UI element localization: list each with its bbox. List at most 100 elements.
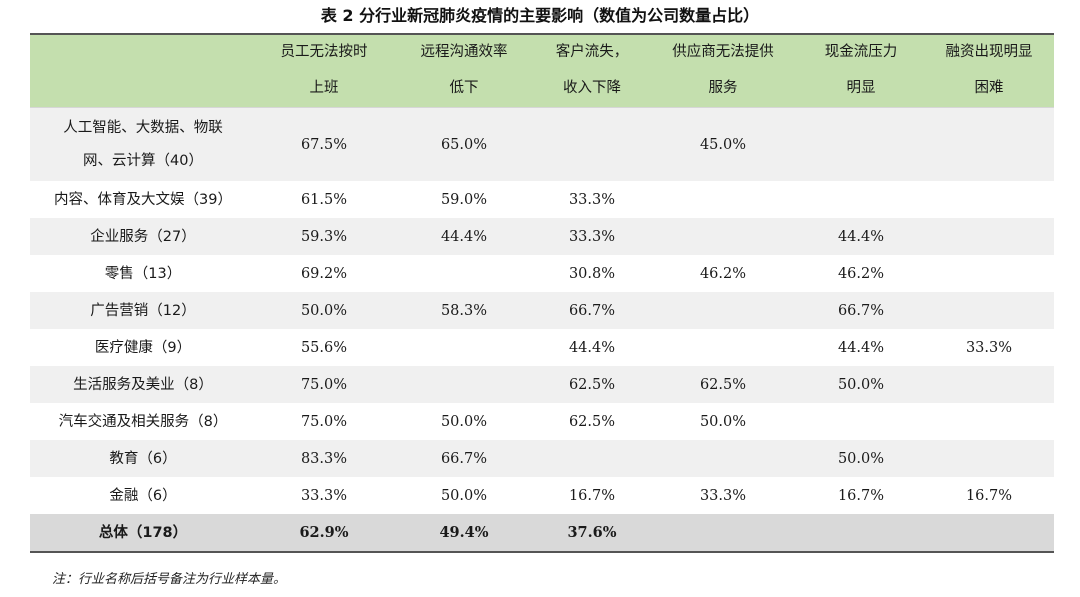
table-cell: 33.3%	[536, 218, 648, 255]
table-cell	[648, 218, 798, 255]
row-label: 教育（6）	[30, 440, 256, 477]
row-label: 零售（13）	[104, 265, 182, 282]
table-cell: 45.0%	[648, 107, 798, 181]
table-cell: 61.5%	[300, 191, 348, 208]
row-label: 金融（6）	[109, 487, 177, 504]
table-row: 人工智能、大数据、物联 网、云计算（40） 67.5% 65.0% 45.0%	[30, 107, 1054, 181]
header-line: 收入下降	[563, 80, 621, 96]
table-cell: 44.4%	[568, 339, 616, 356]
total-cell: 49.4%	[392, 514, 536, 553]
table-cell: 69.2%	[300, 265, 348, 282]
total-cell	[798, 514, 924, 553]
table-cell: 30.8%	[568, 265, 616, 282]
table-cell: 50.0%	[440, 413, 488, 430]
table-note: 注：行业名称后括号备注为行业样本量。	[52, 572, 287, 587]
table-cell	[648, 292, 798, 329]
table-cell: 62.5%	[536, 366, 648, 403]
table-cell	[924, 255, 1054, 292]
table-cell: 46.2%	[699, 265, 747, 282]
table-row: 零售（13） 69.2% 30.8% 46.2% 46.2%	[30, 255, 1054, 292]
table-row: 教育（6） 83.3% 66.7% 50.0%	[30, 440, 1054, 477]
table-cell: 66.7%	[536, 292, 648, 329]
header-line: 供应商无法提供	[672, 44, 774, 60]
header-industry	[30, 33, 256, 108]
table-cell	[924, 403, 1054, 440]
table-cell: 44.4%	[837, 339, 885, 356]
total-row: 总体（178） 62.9% 49.4% 37.6%	[30, 514, 1054, 553]
table-cell	[798, 181, 924, 218]
table-cell	[392, 366, 536, 403]
header-col-2: 远程沟通效率 低下	[392, 33, 536, 108]
table-cell: 59.0%	[440, 191, 488, 208]
table-cell	[536, 107, 648, 181]
table-cell: 83.3%	[256, 440, 392, 477]
total-cell	[924, 514, 1054, 553]
row-label: 医疗健康（9）	[94, 339, 192, 356]
table-cell: 50.0%	[798, 366, 924, 403]
header-line: 困难	[974, 80, 1004, 96]
header-row: 员工无法按时 上班 远程沟通效率 低下 客户流失， 收入下降 供应商无法提供 服务 现金…	[30, 33, 1054, 108]
table-cell: 66.7%	[798, 292, 924, 329]
table-cell: 65.0%	[392, 107, 536, 181]
table-cell	[648, 440, 798, 477]
table-cell: 62.5%	[568, 413, 616, 430]
header-line: 服务	[708, 80, 738, 96]
table-row: 金融（6） 33.3% 50.0% 16.7% 33.3% 16.7% 16.7…	[30, 477, 1054, 514]
table-title: 表 2 分行业新冠肺炎疫情的主要影响（数值为公司数量占比）	[320, 6, 760, 25]
table-cell: 33.3%	[699, 487, 747, 504]
row-label: 人工智能、大数据、物联 网、云计算（40）	[30, 107, 256, 181]
table-cell	[924, 292, 1054, 329]
row-label-line: 网、云计算（40）	[83, 152, 203, 169]
table-row: 广告营销（12） 50.0% 58.3% 66.7% 66.7%	[30, 292, 1054, 329]
row-label: 内容、体育及大文娱（39）	[54, 191, 232, 208]
table-cell: 16.7%	[568, 487, 616, 504]
total-cell: 62.9%	[256, 514, 392, 553]
table-cell: 50.0%	[256, 292, 392, 329]
table-cell	[392, 255, 536, 292]
header-col-6: 融资出现明显 困难	[924, 33, 1054, 108]
header-line: 远程沟通效率	[420, 44, 508, 60]
table-row: 汽车交通及相关服务（8） 75.0% 50.0% 62.5% 50.0%	[30, 403, 1054, 440]
table-cell: 33.3%	[300, 487, 348, 504]
row-label: 企业服务（27）	[30, 218, 256, 255]
header-line: 客户流失，	[555, 44, 629, 60]
table-cell	[924, 218, 1054, 255]
header-col-4: 供应商无法提供 服务	[648, 33, 798, 108]
table-row: 医疗健康（9） 55.6% 44.4% 44.4% 33.3%	[30, 329, 1054, 366]
header-line: 现金流压力	[824, 44, 898, 60]
table-cell	[392, 329, 536, 366]
header-col-3: 客户流失， 收入下降	[536, 33, 648, 108]
table-row: 生活服务及美业（8） 75.0% 62.5% 62.5% 50.0%	[30, 366, 1054, 403]
table-cell: 44.4%	[798, 218, 924, 255]
row-label: 生活服务及美业（8）	[30, 366, 256, 403]
table-cell: 66.7%	[392, 440, 536, 477]
table-cell	[536, 440, 648, 477]
total-cell	[648, 514, 798, 553]
table-cell: 16.7%	[837, 487, 885, 504]
table-cell: 16.7%	[965, 487, 1013, 504]
table-cell: 50.0%	[798, 440, 924, 477]
header-line: 员工无法按时	[280, 44, 368, 60]
total-label: 总体（178）	[30, 514, 256, 553]
row-label: 汽车交通及相关服务（8）	[58, 413, 228, 430]
table-cell	[924, 107, 1054, 181]
header-line: 明显	[846, 80, 876, 96]
table-cell: 59.3%	[256, 218, 392, 255]
table-cell	[798, 403, 924, 440]
table-cell: 46.2%	[837, 265, 885, 282]
table-cell: 58.3%	[392, 292, 536, 329]
table-row: 企业服务（27） 59.3% 44.4% 33.3% 44.4%	[30, 218, 1054, 255]
table-cell: 75.0%	[300, 413, 348, 430]
table-row: 内容、体育及大文娱（39） 61.5% 59.0% 33.3%	[30, 181, 1054, 218]
header-line: 低下	[449, 80, 479, 96]
table-cell	[924, 366, 1054, 403]
table-cell: 67.5%	[256, 107, 392, 181]
header-line: 上班	[309, 80, 339, 96]
table-cell: 50.0%	[440, 487, 488, 504]
table-cell	[648, 329, 798, 366]
header-col-5: 现金流压力 明显	[798, 33, 924, 108]
table-cell	[648, 181, 798, 218]
header-col-1: 员工无法按时 上班	[256, 33, 392, 108]
table-cell: 75.0%	[256, 366, 392, 403]
table-cell: 50.0%	[699, 413, 747, 430]
